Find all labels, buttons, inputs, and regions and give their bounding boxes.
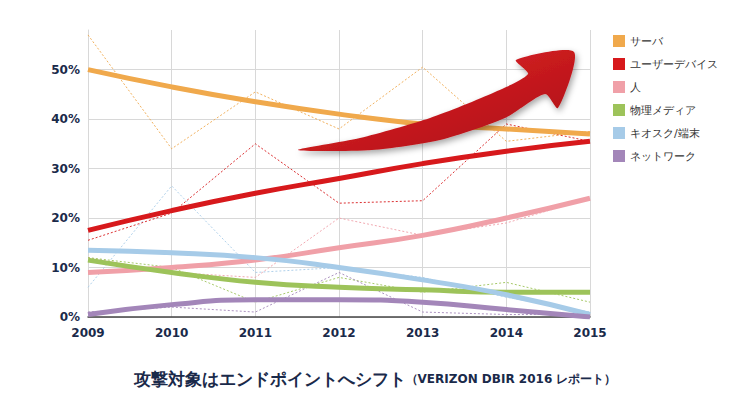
svg-text:50%: 50%: [51, 63, 80, 77]
svg-text:0%: 0%: [60, 310, 80, 324]
svg-text:サーバ: サーバ: [630, 35, 664, 48]
svg-text:2011: 2011: [239, 326, 272, 340]
svg-text:2015: 2015: [573, 326, 606, 340]
svg-text:キオスク/端末: キオスク/端末: [630, 127, 700, 140]
svg-text:2012: 2012: [322, 326, 355, 340]
svg-text:2013: 2013: [406, 326, 439, 340]
svg-text:40%: 40%: [51, 112, 80, 126]
svg-text:30%: 30%: [51, 162, 80, 176]
svg-text:攻撃対象はエンドポイントへシフト: 攻撃対象はエンドポイントへシフト: [133, 369, 406, 389]
svg-text:ネットワーク: ネットワーク: [630, 150, 696, 163]
svg-text:ユーザーデバイス: ユーザーデバイス: [630, 58, 718, 71]
svg-text:物理メディア: 物理メディア: [630, 104, 696, 117]
svg-text:人: 人: [630, 81, 641, 94]
svg-text:2014: 2014: [490, 326, 523, 340]
svg-text:2009: 2009: [71, 326, 104, 340]
svg-text:10%: 10%: [51, 261, 80, 275]
svg-text:2010: 2010: [155, 326, 188, 340]
svg-text:20%: 20%: [51, 211, 80, 225]
svg-text:（VERIZON DBIR 2016 レポート）: （VERIZON DBIR 2016 レポート）: [406, 372, 617, 386]
